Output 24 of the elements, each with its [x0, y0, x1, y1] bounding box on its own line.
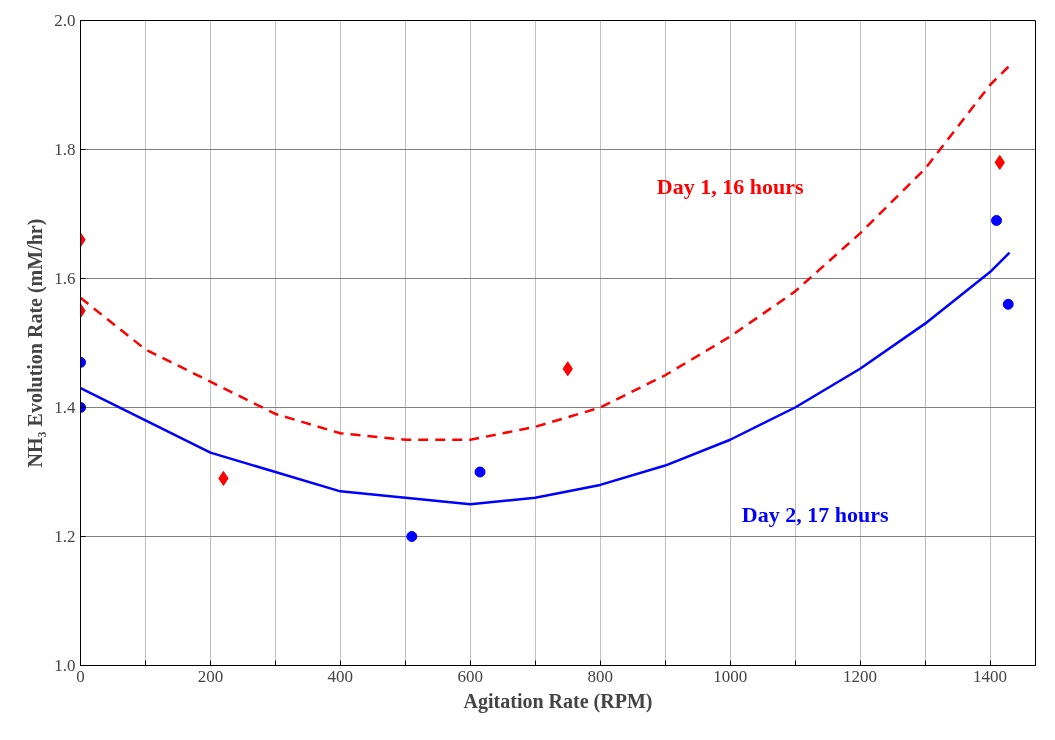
point — [991, 214, 1003, 226]
y-tick-label: 1.6 — [54, 269, 76, 288]
line-series — [80, 251, 1011, 506]
x-tick-label: 1000 — [713, 666, 748, 686]
x-tick-label: 1400 — [973, 666, 1008, 686]
y-tick-label: 1.8 — [54, 140, 76, 159]
x-tick-label: 0 — [76, 666, 85, 686]
x-tick-label: 800 — [587, 666, 613, 686]
point — [1002, 298, 1014, 310]
point — [406, 531, 418, 542]
y-tick-label: 1.0 — [54, 656, 76, 675]
y-tick-label: 2.0 — [54, 11, 76, 30]
y-tick-label: 1.2 — [54, 527, 76, 546]
annotation: Day 2, 17 hours — [741, 502, 889, 528]
line-series — [80, 64, 1011, 441]
x-tick-label: 200 — [197, 666, 224, 686]
y-axis-title: NH₃ Evolution Rate (mM/hr) — [24, 218, 48, 468]
x-axis-title: Agitation Rate (RPM) — [463, 689, 653, 713]
point — [474, 466, 486, 478]
y-tick-label: 1.4 — [54, 398, 76, 417]
x-tick-label: 400 — [327, 666, 354, 686]
x-tick-label: 600 — [457, 666, 484, 686]
x-tick-label: 1200 — [843, 666, 878, 686]
annotation: Day 1, 16 hours — [656, 174, 804, 200]
